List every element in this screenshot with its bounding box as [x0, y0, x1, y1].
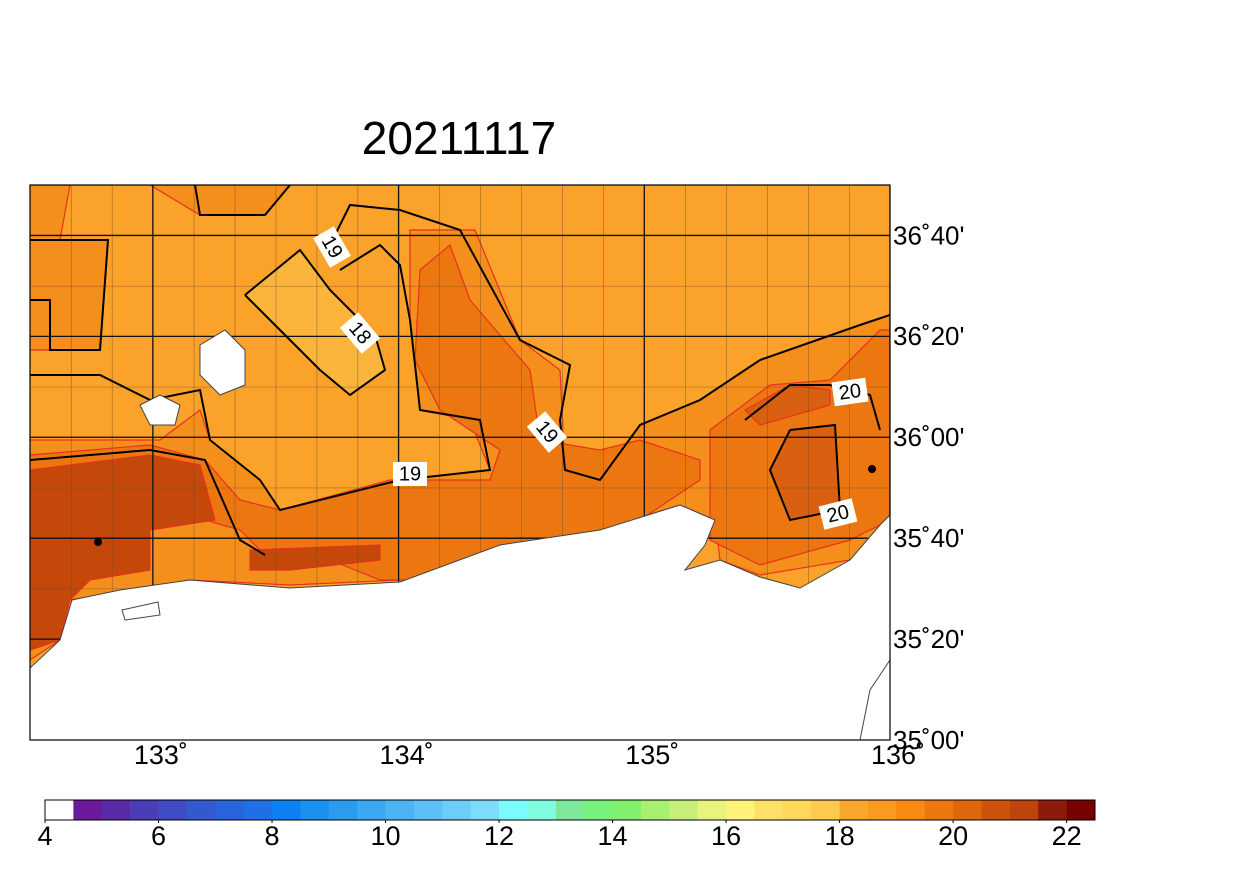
x-tick-label: 136˚	[871, 740, 925, 770]
color-box	[158, 800, 188, 820]
axes: 133˚ 134˚ 135˚ 136˚35˚00' 35˚20' 35˚40' 36˚00'…	[134, 220, 965, 770]
label-text: 20	[837, 380, 862, 405]
contour-label: 19	[393, 462, 427, 486]
island	[121, 601, 161, 621]
color-box	[385, 800, 415, 820]
colorbar-label: 8	[265, 821, 280, 851]
coast	[859, 659, 890, 740]
color-box	[470, 800, 500, 820]
contour-label: 20	[831, 377, 869, 407]
color-box	[640, 800, 670, 820]
y-tick-label: 35˚00'	[893, 725, 964, 755]
color-box	[981, 800, 1011, 820]
station	[868, 465, 876, 473]
color-box	[669, 800, 699, 820]
color-box	[726, 800, 755, 820]
color-box	[782, 800, 812, 820]
land	[30, 504, 890, 740]
y-tick-label: 35˚20'	[893, 624, 964, 654]
color-box	[811, 800, 840, 820]
color-box	[697, 800, 727, 820]
label-box	[526, 411, 568, 453]
contour-line	[244, 248, 387, 397]
colorbar-label: 20	[938, 821, 968, 851]
colorbar-label: 14	[598, 821, 628, 851]
color-box	[73, 800, 103, 820]
colorbar-label: 6	[151, 821, 166, 851]
colorbar-label: 12	[484, 821, 514, 851]
color-box	[499, 800, 528, 820]
color-box	[300, 800, 330, 820]
island	[199, 329, 246, 396]
x-tick-label: 134˚	[380, 740, 434, 770]
color-box	[215, 800, 244, 820]
color-box	[243, 800, 273, 820]
label-box	[339, 312, 381, 354]
colorbar-label: 18	[825, 821, 855, 851]
color-box	[612, 800, 642, 820]
label-box	[831, 377, 869, 407]
map-frame	[29, 184, 891, 741]
label-box	[393, 462, 427, 486]
color-box	[45, 800, 74, 820]
color-box	[896, 800, 926, 820]
colorbar-label: 16	[711, 821, 741, 851]
color-box	[555, 800, 585, 820]
contour-line	[334, 203, 890, 482]
map-field	[30, 185, 890, 740]
contour-line	[30, 448, 266, 556]
y-tick-label: 35˚40'	[893, 523, 964, 553]
colorbar-label: 22	[1052, 821, 1082, 851]
color-box	[527, 800, 557, 820]
y-tick-label: 36˚40'	[893, 220, 964, 250]
color-box	[442, 800, 471, 820]
color-box	[953, 800, 982, 820]
color-box	[130, 800, 159, 820]
label-box	[818, 498, 858, 530]
colorbar-label: 4	[37, 821, 52, 851]
x-tick-label: 133˚	[134, 740, 188, 770]
color-box	[413, 800, 443, 820]
contour-line	[768, 423, 842, 522]
colorbar-frame	[44, 799, 1096, 821]
contour-line	[194, 185, 291, 216]
color-box	[272, 800, 301, 820]
y-tick-label: 36˚20'	[893, 321, 964, 351]
contour-line	[30, 239, 110, 351]
station	[94, 538, 102, 546]
color-box	[1066, 800, 1096, 820]
contour-line	[744, 384, 881, 431]
color-box	[1009, 800, 1039, 820]
colorbar: 4 6 8 10 12 14 16 18 20 22	[37, 799, 1096, 851]
label-text: 19	[399, 463, 421, 485]
color-box	[328, 800, 358, 820]
colorbar-label: 10	[371, 821, 401, 851]
color-box	[839, 800, 869, 820]
y-tick-label: 36˚00'	[893, 422, 964, 452]
color-box	[186, 800, 216, 820]
color-box	[1038, 800, 1067, 820]
color-box	[584, 800, 613, 820]
island	[139, 394, 181, 426]
contour-label: 20	[818, 498, 858, 530]
x-tick-label: 135˚	[625, 740, 679, 770]
title: 20211117	[362, 112, 556, 164]
color-box	[754, 800, 784, 820]
label-text: 20	[825, 501, 852, 528]
color-box	[101, 800, 131, 820]
label-box	[313, 226, 351, 268]
color-box	[357, 800, 386, 820]
color-box	[867, 800, 897, 820]
color-box	[924, 800, 954, 820]
